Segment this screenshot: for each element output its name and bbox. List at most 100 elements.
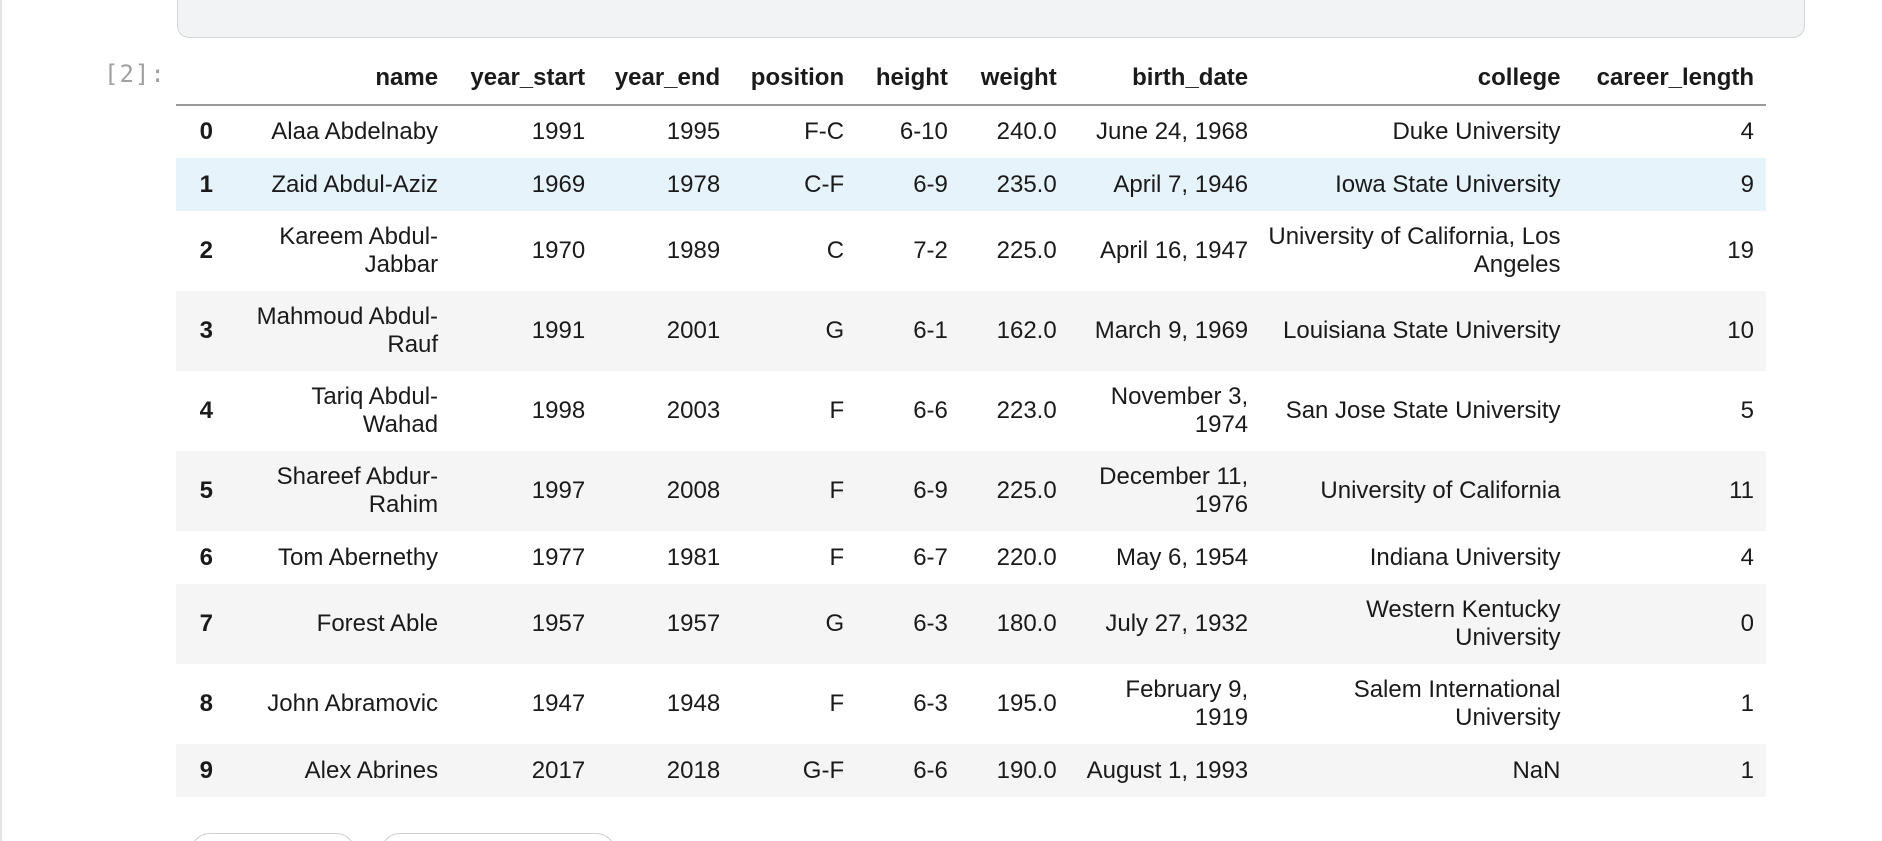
column-header-height: height [856,49,960,106]
table-row: 0 Alaa Abdelnaby 1991 1995 F-C 6-10 240.… [176,105,1766,158]
cell-weight: 180.0 [996,610,1057,637]
cell-year-end: 2001 [666,317,721,344]
cell-career-length: 11 [1729,477,1754,504]
row-index: 5 [199,477,213,504]
cell-year-end: 1995 [666,118,721,145]
cell-career-length: 1 [1740,756,1754,784]
row-index: 4 [199,397,213,424]
table-row: 8 John Abramovic 1947 1948 F 6-3 195.0 F… [176,664,1766,744]
cell-birth-date: February 9, 1919 [1125,676,1249,731]
index-header [176,49,241,106]
cell-weight: 235.0 [996,170,1057,198]
cell-position: G [825,317,845,344]
cell-career-length: 5 [1740,397,1754,424]
output-toolbar-button[interactable] [380,833,616,841]
dataframe-table: name year_start year_end position height… [176,49,1766,797]
cell-name: Kareem Abdul-Jabbar [279,223,439,278]
cell-year-start: 1970 [531,237,586,264]
cell-position: G-F [802,756,845,784]
table-row: 4 Tariq Abdul-Wahad 1998 2003 F 6-6 223.… [176,371,1766,451]
cell-name: Zaid Abdul-Aziz [271,170,439,198]
cell-position: F [829,543,845,571]
cell-college: NaN [1512,756,1561,784]
cell-height: 7-2 [913,237,948,264]
cell-year-end: 1957 [666,610,721,637]
cell-weight: 190.0 [996,756,1057,784]
cell-left-border [0,0,2,841]
cell-weight: 162.0 [996,317,1057,344]
column-header-weight: weight [959,49,1069,106]
previous-cell-input[interactable] [177,0,1805,38]
cell-birth-date: December 11, 1976 [1099,463,1249,518]
cell-birth-date: July 27, 1932 [1105,610,1249,637]
cell-career-length: 4 [1740,543,1754,571]
cell-year-end: 2018 [666,756,721,784]
table-row: 7 Forest Able 1957 1957 G 6-3 180.0 July… [176,584,1766,664]
row-index: 7 [199,610,213,637]
cell-birth-date: May 6, 1954 [1116,543,1249,571]
cell-year-end: 1978 [666,170,721,198]
cell-career-length: 10 [1727,317,1754,344]
cell-career-length: 0 [1740,610,1754,637]
column-header-year-start: year_start [450,49,598,106]
cell-year-start: 1969 [531,170,586,198]
row-index: 9 [199,756,213,784]
cell-year-end: 1948 [666,690,721,717]
cell-name: Tariq Abdul-Wahad [311,383,439,438]
cell-birth-date: June 24, 1968 [1096,118,1249,145]
cell-birth-date: April 16, 1947 [1100,237,1249,264]
cell-position: F [829,397,845,424]
cell-position: G [825,610,845,637]
cell-college: Duke University [1392,118,1561,145]
cell-college: University of California [1320,477,1561,504]
cell-name: John Abramovic [267,690,439,717]
row-index: 2 [199,237,213,264]
cell-year-end: 2003 [666,397,721,424]
cell-height: 6-10 [899,118,948,145]
cell-height: 6-3 [913,610,948,637]
cell-year-start: 1947 [531,690,586,717]
cell-weight: 223.0 [996,397,1057,424]
cell-name: Tom Abernethy [277,543,439,571]
cell-name: Shareef Abdur-Rahim [276,463,439,518]
cell-year-end: 1981 [666,543,721,571]
cell-birth-date: April 7, 1946 [1113,170,1249,198]
column-header-name: name [240,49,451,106]
row-index: 6 [199,543,213,571]
cell-year-start: 1957 [531,610,586,637]
cell-career-length: 4 [1740,118,1754,145]
cell-year-end: 1989 [666,237,721,264]
row-index: 8 [199,690,213,717]
cell-year-start: 1998 [531,397,586,424]
row-index: 1 [199,170,213,198]
cell-name: Mahmoud Abdul-Rauf [256,303,439,358]
cell-year-start: 1997 [531,477,586,504]
column-header-college: college [1260,49,1573,106]
column-header-position: position [732,49,857,106]
column-header-year-end: year_end [597,49,733,106]
table-row: 5 Shareef Abdur-Rahim 1997 2008 F 6-9 22… [176,451,1766,531]
cell-college: Indiana University [1369,543,1561,571]
cell-height: 6-1 [913,317,948,344]
cell-position: C [826,237,845,264]
cell-birth-date: November 3, 1974 [1110,383,1249,438]
cell-weight: 225.0 [996,477,1057,504]
cell-position: C-F [804,170,845,198]
cell-birth-date: March 9, 1969 [1094,317,1249,344]
table-row: 2 Kareem Abdul-Jabbar 1970 1989 C 7-2 22… [176,211,1766,291]
cell-name: Forest Able [316,610,439,637]
cell-college: Salem International University [1353,676,1561,731]
output-toolbar-button[interactable] [190,833,356,841]
cell-year-start: 1977 [531,543,586,571]
cell-name: Alex Abrines [304,756,439,784]
cell-career-length: 19 [1727,237,1754,264]
row-index: 3 [199,317,213,344]
table-row: 1 Zaid Abdul-Aziz 1969 1978 C-F 6-9 235.… [176,158,1766,211]
cell-height: 6-9 [913,477,948,504]
table-header-row: name year_start year_end position height… [176,49,1766,106]
cell-height: 6-7 [913,543,948,571]
cell-position: F [829,477,845,504]
cell-weight: 195.0 [996,690,1057,717]
cell-career-length: 1 [1740,690,1754,717]
